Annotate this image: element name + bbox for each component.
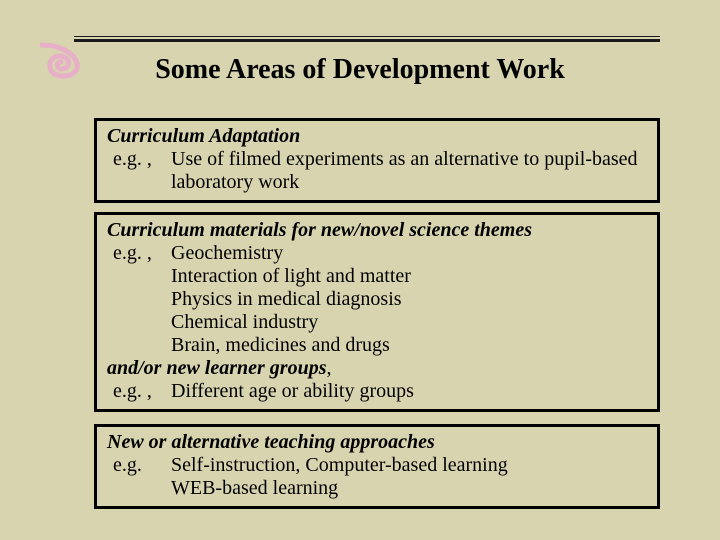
list-item: Geochemistry bbox=[171, 242, 647, 265]
eg-label: e.g. , bbox=[107, 380, 171, 403]
eg-label: e.g. bbox=[107, 454, 171, 477]
eg-label: e.g. , bbox=[107, 148, 171, 171]
box1-heading: Curriculum Adaptation bbox=[107, 125, 647, 148]
list-item: Different age or ability groups bbox=[171, 380, 647, 403]
box3-heading: New or alternative teaching approaches bbox=[107, 431, 647, 454]
list-item: Brain, medicines and drugs bbox=[171, 334, 647, 357]
box-curriculum-adaptation: Curriculum Adaptation e.g. , Use of film… bbox=[94, 118, 660, 203]
list-item: Interaction of light and matter bbox=[171, 265, 647, 288]
box-curriculum-materials: Curriculum materials for new/novel scien… bbox=[94, 212, 660, 412]
list-item: WEB-based learning bbox=[171, 477, 647, 500]
list-item: Physics in medical diagnosis bbox=[171, 288, 647, 311]
eg-label: e.g. , bbox=[107, 242, 171, 265]
list-item: Self-instruction, Computer-based learnin… bbox=[171, 454, 647, 477]
list-item: Use of filmed experiments as an alternat… bbox=[171, 148, 647, 194]
box2-heading2-suffix: , bbox=[327, 357, 332, 379]
slide-title: Some Areas of Development Work bbox=[0, 54, 720, 86]
box2-heading2: and/or new learner groups bbox=[107, 357, 327, 379]
title-rule bbox=[74, 36, 660, 42]
list-item: Chemical industry bbox=[171, 311, 647, 334]
box2-heading: Curriculum materials for new/novel scien… bbox=[107, 219, 647, 242]
box-teaching-approaches: New or alternative teaching approaches e… bbox=[94, 424, 660, 509]
